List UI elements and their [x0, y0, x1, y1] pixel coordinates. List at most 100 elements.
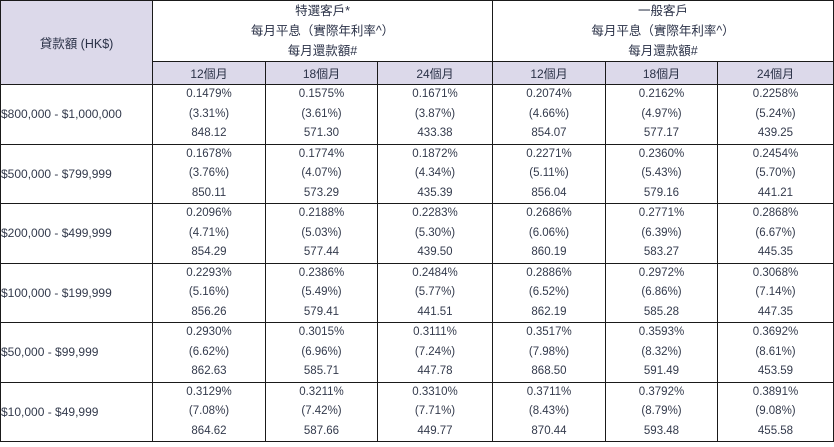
rate-cell: 0.3310% (7.71%) 449.77 — [377, 381, 493, 442]
monthly-repayment: 585.71 — [303, 365, 340, 377]
rate-cell: 0.1872% (4.34%) 435.39 — [377, 143, 493, 204]
annualised-percentage-rate: (5.24%) — [755, 107, 796, 120]
monthly-repayment: 850.11 — [191, 186, 227, 199]
monthly-flat-rate: 0.1575% — [298, 88, 345, 100]
monthly-flat-rate: 0.2771% — [638, 207, 685, 219]
annualised-percentage-rate: (6.06%) — [528, 226, 570, 239]
selected-customer-group-header: 特選客戶* 每月平息（實際年利率^） 每月還款額# — [152, 0, 493, 62]
monthly-repayment: 441.51 — [417, 305, 453, 318]
monthly-flat-rate: 0.3111% — [413, 326, 457, 338]
monthly-repayment: 856.04 — [531, 186, 567, 199]
rate-cell: 0.2271% (5.11%) 856.04 — [492, 143, 606, 204]
monthly-flat-rate: 0.2096% — [186, 207, 232, 219]
monthly-repayment: 583.27 — [643, 246, 680, 258]
monthly-repayment: 447.35 — [757, 305, 794, 318]
monthly-flat-rate: 0.1671% — [412, 88, 458, 100]
monthly-flat-rate: 0.3015% — [298, 326, 345, 338]
annualised-percentage-rate: (4.71%) — [188, 226, 230, 239]
rate-cell: 0.3068% (7.14%) 447.35 — [717, 262, 834, 323]
monthly-flat-rate: 0.1774% — [298, 147, 345, 160]
monthly-repayment: 453.59 — [757, 365, 794, 377]
monthly-flat-rate: 0.3068% — [752, 266, 799, 279]
table-row: $800,000 - $1,000,000 0.1479% (3.31%) 848.1… — [0, 84, 834, 145]
monthly-repayment: 591.49 — [643, 365, 680, 377]
annualised-percentage-rate: (4.07%) — [301, 167, 342, 179]
general-customer-title: 一般客戶 — [637, 4, 688, 18]
rate-cell: 0.2074% (4.66%) 854.07 — [492, 84, 606, 145]
rate-cell: 0.1774% (4.07%) 573.29 — [265, 143, 378, 204]
annualised-percentage-rate: (3.76%) — [188, 167, 230, 179]
annualised-percentage-rate: (6.39%) — [641, 226, 682, 239]
monthly-flat-rate: 0.2930% — [186, 326, 232, 338]
selected-customer-repayment-label: 每月還款額# — [287, 44, 358, 58]
monthly-repayment: 571.30 — [303, 127, 340, 139]
monthly-repayment: 860.19 — [531, 246, 567, 258]
annualised-percentage-rate: (5.30%) — [414, 226, 456, 239]
monthly-flat-rate: 0.3792% — [638, 385, 685, 398]
annualised-percentage-rate: (5.70%) — [755, 167, 796, 179]
monthly-repayment: 868.50 — [531, 365, 567, 377]
monthly-flat-rate: 0.3891% — [752, 385, 799, 398]
table-row: $100,000 - $199,999 0.2293% (5.16%) 856.26 0… — [0, 262, 834, 323]
annualised-percentage-rate: (6.96%) — [301, 345, 342, 358]
rate-cell: 0.3692% (8.61%) 453.59 — [717, 322, 834, 383]
monthly-repayment: 579.16 — [643, 186, 680, 199]
monthly-flat-rate: 0.2074% — [526, 88, 572, 100]
rate-cell: 0.2360% (5.43%) 579.16 — [605, 143, 718, 204]
table-row: $200,000 - $499,999 0.2096% (4.71%) 854.29 0… — [0, 203, 834, 264]
loan-amount-column-header: 貸款額 (HK$) — [0, 0, 153, 85]
rate-cell: 0.2886% (6.52%) 862.19 — [492, 262, 606, 323]
annualised-percentage-rate: (4.97%) — [641, 107, 682, 120]
monthly-repayment: 455.58 — [757, 424, 794, 437]
monthly-repayment: 435.39 — [417, 186, 453, 199]
rate-cell: 0.1575% (3.61%) 571.30 — [265, 84, 378, 145]
monthly-flat-rate: 0.3692% — [752, 326, 799, 338]
rate-cell: 0.1671% (3.87%) 433.38 — [377, 84, 493, 145]
monthly-flat-rate: 0.2484% — [412, 266, 458, 279]
monthly-flat-rate: 0.1678% — [186, 147, 232, 160]
rate-cell: 0.2283% (5.30%) 439.50 — [377, 203, 493, 264]
monthly-repayment: 579.41 — [303, 305, 340, 318]
annualised-percentage-rate: (5.43%) — [641, 167, 682, 179]
monthly-flat-rate: 0.2686% — [526, 207, 572, 219]
monthly-repayment: 862.63 — [191, 365, 227, 377]
monthly-repayment: 856.26 — [191, 305, 227, 318]
monthly-flat-rate: 0.1479% — [186, 88, 232, 100]
loan-amount-cell: $50,000 - $99,999 — [0, 322, 153, 383]
rate-table-body: $800,000 - $1,000,000 0.1479% (3.31%) 848.1… — [0, 84, 834, 442]
general-customer-repayment-label: 每月還款額# — [628, 44, 698, 58]
annualised-percentage-rate: (3.31%) — [188, 107, 230, 120]
annualised-percentage-rate: (5.16%) — [188, 286, 230, 298]
group-header-row: 貸款額 (HK$) 特選客戶* 每月平息（實際年利率^） 每月還款額# 一般客戶… — [0, 0, 834, 85]
rate-cell: 0.3792% (8.79%) 593.48 — [605, 381, 718, 442]
annualised-percentage-rate: (3.61%) — [301, 107, 342, 120]
table-row: $10,000 - $49,999 0.3129% (7.08%) 864.62 0.3… — [0, 381, 834, 442]
annualised-percentage-rate: (3.87%) — [414, 107, 456, 120]
monthly-repayment: 864.62 — [191, 424, 227, 437]
monthly-flat-rate: 0.2283% — [412, 207, 458, 219]
rate-cell: 0.2972% (6.86%) 585.28 — [605, 262, 718, 323]
rate-cell: 0.2484% (5.77%) 441.51 — [377, 262, 493, 323]
annualised-percentage-rate: (8.32%) — [641, 345, 682, 358]
rate-cell: 0.1678% (3.76%) 850.11 — [152, 143, 266, 204]
monthly-repayment: 439.25 — [757, 127, 794, 139]
monthly-repayment: 577.44 — [303, 246, 340, 258]
annualised-percentage-rate: (4.66%) — [528, 107, 570, 120]
monthly-flat-rate: 0.2386% — [298, 266, 345, 279]
annualised-percentage-rate: (7.14%) — [755, 286, 796, 298]
annualised-percentage-rate: (8.61%) — [755, 345, 796, 358]
rate-cell: 0.2386% (5.49%) 579.41 — [265, 262, 378, 323]
monthly-flat-rate: 0.1872% — [412, 147, 458, 160]
annualised-percentage-rate: (5.03%) — [301, 226, 342, 239]
monthly-flat-rate: 0.2162% — [638, 88, 685, 100]
annualised-percentage-rate: (4.34%) — [414, 167, 456, 179]
rate-cell: 0.2258% (5.24%) 439.25 — [717, 84, 834, 145]
monthly-flat-rate: 0.2258% — [752, 88, 799, 100]
monthly-flat-rate: 0.2886% — [526, 266, 572, 279]
loan-amount-cell: $800,000 - $1,000,000 — [0, 84, 153, 145]
rate-cell: 0.2930% (6.62%) 862.63 — [152, 322, 266, 383]
monthly-repayment: 573.29 — [303, 186, 340, 199]
monthly-flat-rate: 0.3129% — [186, 385, 232, 398]
table-row: $50,000 - $99,999 0.2930% (6.62%) 862.63 0.3… — [0, 322, 834, 383]
